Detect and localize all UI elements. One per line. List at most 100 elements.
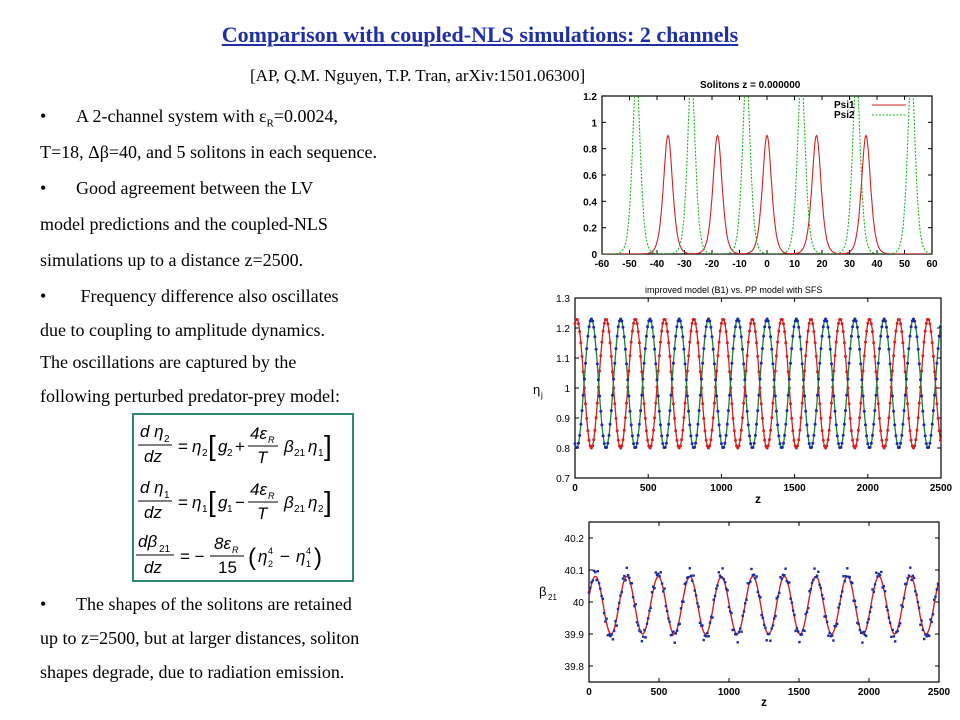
series-simulation-marker xyxy=(671,633,674,636)
series-marker xyxy=(819,347,823,351)
series-marker xyxy=(696,341,700,345)
series-marker xyxy=(743,378,747,382)
series-simulation-marker xyxy=(742,610,746,613)
series-marker xyxy=(814,354,818,358)
series-marker xyxy=(608,422,612,426)
bullet-2-line-2: model predictions and the coupled-NLS xyxy=(40,214,328,234)
bullet-dot-icon: • xyxy=(40,178,47,198)
series-simulation-marker xyxy=(899,622,902,625)
series-simulation-marker xyxy=(697,605,700,608)
series-simulation-marker xyxy=(613,629,616,632)
series-simulation-marker xyxy=(721,567,724,570)
series-marker xyxy=(594,347,598,351)
series-marker xyxy=(605,445,609,449)
series-marker xyxy=(783,433,787,437)
series-marker xyxy=(854,444,858,448)
series-simulation-marker xyxy=(745,598,748,601)
series-marker xyxy=(625,401,628,405)
series-marker xyxy=(643,347,647,351)
series-marker xyxy=(653,416,657,420)
series-marker xyxy=(579,341,583,345)
beta21-oscillation-chart: 0 500 1000 1500 2000 2500 39.8 39.9 40 40.1 40.2 β 2… xyxy=(539,521,951,709)
x-tick-label: 500 xyxy=(640,483,657,494)
series-marker xyxy=(725,422,729,426)
series-marker xyxy=(591,319,595,323)
series-marker xyxy=(584,361,587,365)
series-marker xyxy=(627,394,631,398)
series-marker xyxy=(575,445,579,449)
x-tick-label: 30 xyxy=(844,259,856,270)
series-simulation-marker xyxy=(887,616,891,619)
series-simulation-marker xyxy=(858,628,862,632)
series-marker xyxy=(718,434,722,438)
series-marker xyxy=(856,335,860,339)
series-marker xyxy=(683,362,687,366)
series-marker xyxy=(936,416,940,420)
series-marker xyxy=(716,409,720,413)
series-marker xyxy=(749,321,753,325)
series-simulation-marker xyxy=(841,590,844,593)
series-marker xyxy=(892,354,896,358)
series-marker xyxy=(854,319,858,323)
series-simulation-marker xyxy=(935,588,938,591)
series-marker xyxy=(680,438,684,442)
series-simulation-marker xyxy=(736,641,739,644)
series-marker xyxy=(874,370,878,374)
svg-text:4ε: 4ε xyxy=(250,424,267,443)
series-marker xyxy=(886,335,890,339)
x-tick-label: -30 xyxy=(677,259,692,270)
series-marker xyxy=(656,369,660,373)
svg-text:dβ: dβ xyxy=(138,532,157,551)
y-axis-label: β xyxy=(539,584,546,599)
series-marker xyxy=(629,423,633,427)
series-marker xyxy=(801,378,805,382)
series-marker xyxy=(789,361,792,365)
series-marker xyxy=(858,416,862,420)
series-simulation-marker xyxy=(703,634,707,637)
series-marker xyxy=(885,438,888,442)
series-marker xyxy=(805,340,809,344)
series-marker xyxy=(796,444,799,448)
series-marker xyxy=(739,335,743,339)
series-simulation-marker xyxy=(663,587,666,590)
series-simulation-marker xyxy=(857,622,860,626)
series-marker xyxy=(868,445,872,449)
series-simulation-marker xyxy=(819,586,822,590)
series-simulation-marker xyxy=(793,613,796,617)
series-marker xyxy=(892,409,896,413)
series-marker xyxy=(893,423,897,427)
series-marker xyxy=(592,325,596,329)
y-tick-label: 1.3 xyxy=(556,294,570,305)
series-marker xyxy=(723,441,727,445)
series-marker xyxy=(847,361,851,365)
series-marker xyxy=(777,329,781,333)
series-marker xyxy=(762,429,766,433)
series-marker xyxy=(818,402,822,406)
series-simulation-marker xyxy=(740,630,743,633)
series-simulation-marker xyxy=(786,581,790,585)
series-simulation-marker xyxy=(716,584,719,587)
series-marker xyxy=(655,378,659,382)
svg-text:15: 15 xyxy=(218,558,237,577)
series-simulation-marker xyxy=(917,606,921,609)
bullet-dot-icon: • xyxy=(40,594,47,614)
series-marker xyxy=(717,423,721,427)
series-marker xyxy=(810,318,814,322)
series-simulation-marker xyxy=(788,581,791,584)
series-simulation-marker xyxy=(838,602,841,606)
series-simulation-marker xyxy=(930,620,933,624)
series-marker xyxy=(695,330,699,334)
series-marker xyxy=(833,409,837,413)
series-marker xyxy=(601,329,605,333)
series-marker xyxy=(769,335,773,339)
series-marker xyxy=(738,325,742,329)
series-simulation-marker xyxy=(657,572,660,576)
series-marker xyxy=(841,433,845,437)
series-marker xyxy=(737,444,741,448)
series-marker xyxy=(732,334,736,338)
series-marker xyxy=(710,428,714,432)
series-marker xyxy=(916,416,920,420)
x-tick-label: 1000 xyxy=(718,687,741,698)
series-marker xyxy=(620,319,624,323)
series-simulation-marker xyxy=(883,590,887,593)
